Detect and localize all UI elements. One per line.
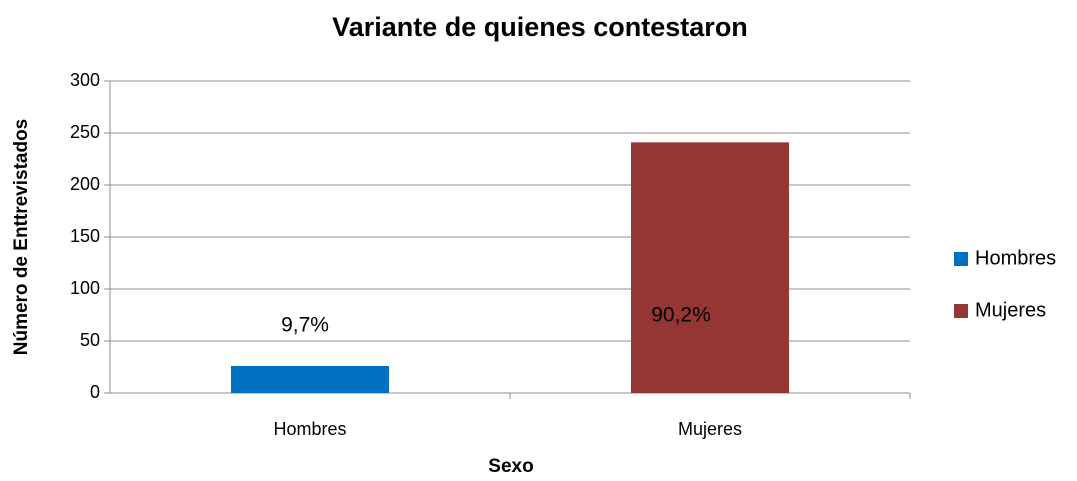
bar [231, 365, 389, 393]
y-tick-label: 250 [70, 122, 100, 142]
x-axis-title: Sexo [488, 456, 533, 477]
x-tick-label: Hombres [273, 419, 346, 439]
bar [631, 142, 789, 393]
y-tick-label: 50 [80, 330, 100, 350]
y-axis-title: Número de Enttrevistados [11, 119, 32, 356]
y-tick-label: 300 [70, 70, 100, 90]
y-tick-label: 0 [90, 382, 100, 402]
annotation: 90,2% [651, 304, 711, 327]
legend-swatch [954, 252, 968, 266]
x-tick-label: Mujeres [678, 419, 742, 439]
y-tick-label: 100 [70, 278, 100, 298]
y-tick-label: 150 [70, 226, 100, 246]
legend-label: Mujeres [975, 299, 1046, 321]
y-tick-label: 200 [70, 174, 100, 194]
chart-title: Variante de quienes contestaron [332, 12, 748, 42]
annotation: 9,7% [281, 314, 329, 337]
legend-label: Hombres [975, 247, 1056, 269]
legend-swatch [954, 304, 968, 318]
